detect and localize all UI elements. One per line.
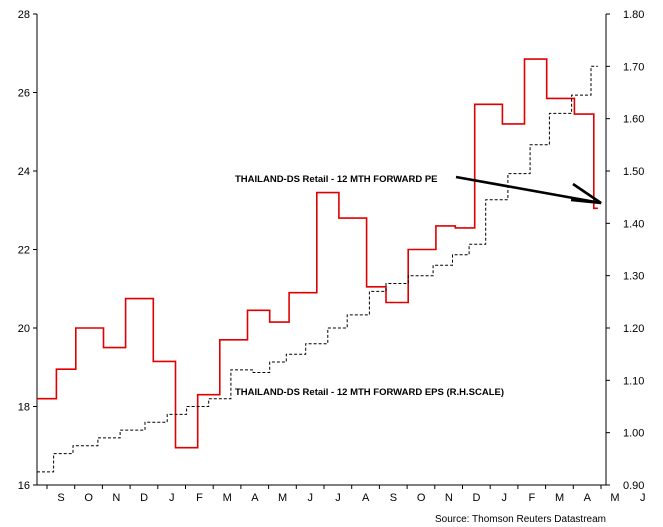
plot-frame — [36, 14, 607, 486]
right-tick-label: 0.90 — [623, 480, 644, 492]
x-tick-label: J — [640, 492, 646, 504]
left-axis-ticks: 16 18 20 22 24 26 28 — [18, 9, 37, 492]
right-axis-ticks: 0.90 1.00 1.10 1.20 1.30 1.40 1.50 1.60 1.70 1.80 — [606, 9, 644, 492]
x-tick-label: J — [501, 492, 507, 504]
x-tick-label: O — [84, 492, 93, 504]
x-tick-label: J — [308, 492, 314, 504]
x-tick-label: J — [335, 492, 341, 504]
x-tick-label: M — [555, 492, 564, 504]
source-note: Source: Thomson Reuters Datastream — [435, 514, 606, 525]
right-tick-label: 1.50 — [623, 166, 644, 178]
left-tick-label: 26 — [18, 88, 30, 100]
left-tick-label: 22 — [18, 245, 30, 257]
x-tick-label: S — [390, 492, 397, 504]
left-tick-label: 28 — [18, 9, 30, 21]
x-tick-label: S — [57, 492, 64, 504]
right-tick-label: 1.10 — [623, 375, 644, 387]
right-tick-label: 1.60 — [623, 114, 644, 126]
x-tick-label: F — [529, 492, 536, 504]
x-tick-label: O — [417, 492, 426, 504]
x-tick-label: N — [445, 492, 453, 504]
left-tick-label: 16 — [18, 480, 30, 492]
right-tick-label: 1.00 — [623, 428, 644, 440]
right-tick-label: 1.40 — [623, 218, 644, 230]
x-tick-label: M — [223, 492, 232, 504]
right-tick-label: 1.70 — [623, 61, 644, 73]
x-tick-label: M — [278, 492, 287, 504]
x-axis-ticks: SONDJFMAMJJASONDJFMAMJJA — [46, 485, 646, 504]
pe-arrow — [455, 175, 602, 205]
pe-arrow-shaft — [455, 175, 602, 205]
pe-arrow-head — [570, 182, 602, 205]
x-tick-label: N — [112, 492, 120, 504]
x-tick-label: A — [362, 492, 370, 504]
eps-series-line — [37, 65, 598, 473]
x-tick-label: D — [473, 492, 481, 504]
x-tick-label: F — [196, 492, 203, 504]
pe-series-line — [37, 58, 598, 449]
pe-annotation: THAILAND-DS Retail - 12 MTH FORWARD PE — [235, 174, 438, 185]
left-tick-label: 20 — [18, 323, 30, 335]
x-tick-label: A — [584, 492, 592, 504]
left-tick-label: 18 — [18, 402, 30, 414]
x-tick-label: A — [251, 492, 259, 504]
left-tick-label: 24 — [18, 166, 30, 178]
series-layer — [37, 58, 598, 473]
x-tick-label: J — [169, 492, 175, 504]
x-tick-label: M — [610, 492, 619, 504]
right-tick-label: 1.80 — [623, 9, 644, 21]
right-tick-label: 1.20 — [623, 323, 644, 335]
x-tick-label: D — [140, 492, 148, 504]
right-tick-label: 1.30 — [623, 271, 644, 283]
eps-annotation: THAILAND-DS Retail - 12 MTH FORWARD EPS … — [235, 387, 504, 398]
